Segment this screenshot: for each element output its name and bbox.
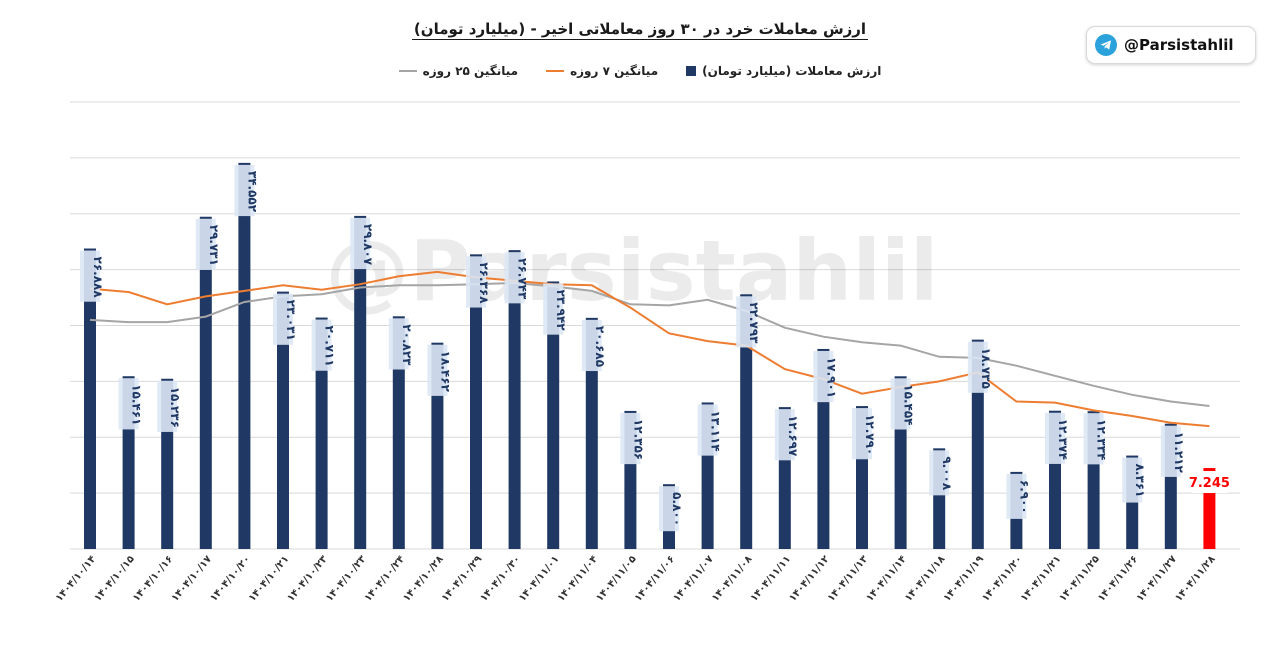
data-label: ۱۷.۹۰۱ bbox=[824, 357, 838, 398]
data-label-box bbox=[890, 378, 911, 430]
data-label: ۵.۸۰۰ bbox=[670, 492, 684, 526]
data-label-box bbox=[311, 319, 332, 371]
data-label: ۲۶.۳۶۸ bbox=[477, 262, 491, 304]
data-label: ۲۰.۸۲۳ bbox=[400, 324, 414, 366]
data-label: ۲۳.۹۴۲ bbox=[554, 289, 568, 331]
data-label-box bbox=[543, 283, 564, 335]
data-label: ۱۲.۳۵۶ bbox=[631, 419, 645, 460]
bar bbox=[547, 281, 560, 549]
data-label-box bbox=[813, 350, 834, 403]
gridlines bbox=[70, 101, 1240, 550]
data-label-box bbox=[967, 341, 988, 393]
data-label: ۲۹.۸۰۷ bbox=[361, 224, 375, 266]
channel-handle: @Parsistahlil bbox=[1124, 36, 1234, 54]
data-label-box bbox=[1045, 412, 1065, 464]
legend-swatch-bars bbox=[686, 66, 697, 76]
data-label: ۱۱.۲۱۲ bbox=[1172, 432, 1186, 474]
bar bbox=[585, 317, 598, 549]
data-label: ۱۸.۷۳۵ bbox=[979, 348, 993, 389]
data-label-box bbox=[852, 408, 872, 460]
x-tick-labels: ۱۴۰۴/۱۰/۱۴۱۴۰۴/۱۰/۱۵۱۴۰۴/۱۰/۱۶۱۴۰۴/۱۰/۱۷… bbox=[54, 554, 1218, 604]
data-label-box bbox=[80, 250, 100, 302]
data-label: ۱۵.۴۶۱ bbox=[130, 384, 144, 425]
data-label: ۱۲.۶۹۷ bbox=[786, 415, 800, 457]
legend-label-ma25: میانگین ۲۵ روزه bbox=[422, 64, 519, 78]
bar bbox=[740, 294, 753, 549]
data-label-box bbox=[273, 293, 293, 345]
data-label: ۱۳.۱۱۴ bbox=[709, 410, 723, 451]
data-label-box bbox=[234, 164, 255, 217]
telegram-badge[interactable]: @Parsistahlil bbox=[1086, 26, 1256, 64]
data-label-box bbox=[504, 252, 525, 304]
data-label-box bbox=[157, 380, 178, 432]
bar bbox=[315, 317, 328, 549]
legend-label-bars: ارزش معاملات (میلیارد تومان) bbox=[702, 64, 882, 78]
legend-swatch-ma25 bbox=[398, 70, 417, 72]
telegram-icon bbox=[1095, 34, 1117, 56]
data-labels: ۲۶.۸۸۸ ۱۵.۴۶۱ ۱۵.۲۳۶ ۲۹.۷۳۱ ۳۴.۵۵۲ ۲۳.۰۳۱ ۲۰.۷… bbox=[80, 164, 1230, 532]
legend-swatch-ma7 bbox=[546, 70, 565, 72]
data-label-box bbox=[1122, 457, 1143, 503]
chart-title: ارزش معاملات خرد در ۳۰ روز معاملاتی اخیر… bbox=[0, 20, 1280, 40]
data-label-box bbox=[774, 409, 795, 461]
bar bbox=[84, 248, 96, 549]
data-label: ۲۶.۸۸۸ bbox=[91, 257, 105, 299]
bar bbox=[354, 215, 367, 549]
data-label: ۲۲.۷۹۳ bbox=[747, 302, 761, 344]
data-label-box bbox=[581, 319, 602, 372]
data-label: ۱۲.۷۹۰ bbox=[863, 414, 877, 455]
data-label: ۲۹.۷۳۱ bbox=[207, 225, 221, 266]
bar bbox=[277, 291, 289, 549]
data-label: 7.245 bbox=[1189, 476, 1230, 491]
data-label-box bbox=[1083, 413, 1104, 465]
data-label-box bbox=[388, 318, 409, 370]
bar bbox=[238, 162, 251, 549]
data-label-box bbox=[929, 450, 950, 496]
data-label-box bbox=[427, 344, 448, 396]
bar bbox=[508, 250, 521, 549]
data-label-box bbox=[466, 256, 486, 308]
data-label-box bbox=[697, 404, 718, 456]
bar bbox=[199, 216, 212, 549]
x-tick-label: ۱۴۰۴/۱۱/۲۸ bbox=[1173, 554, 1218, 604]
legend: ارزش معاملات (میلیارد تومان) میانگین ۷ ر… bbox=[0, 64, 1280, 78]
bar bbox=[392, 316, 405, 549]
bar bbox=[470, 254, 482, 550]
bar-series bbox=[84, 162, 1216, 550]
data-label: ۱۸.۴۶۲ bbox=[438, 351, 452, 393]
legend-item-bars: ارزش معاملات (میلیارد تومان) bbox=[686, 64, 881, 78]
data-label: ۱۲.۳۳۴ bbox=[1095, 419, 1109, 460]
data-label: ۱۲.۳۷۴ bbox=[1056, 419, 1070, 460]
chart-title-text: ارزش معاملات خرد در ۳۰ روز معاملاتی اخیر… bbox=[411, 20, 869, 40]
data-label-box bbox=[195, 218, 216, 270]
ma7-line bbox=[89, 270, 1210, 428]
data-label: ۱۵.۴۵۴ bbox=[902, 384, 916, 425]
data-label: ۲۰.۶۸۵ bbox=[593, 326, 607, 367]
data-label-box bbox=[1006, 473, 1027, 519]
legend-label-ma7: میانگین ۷ روزه bbox=[570, 64, 659, 78]
data-label: ۸.۳۶۱ bbox=[1133, 464, 1147, 498]
legend-item-ma25: میانگین ۲۵ روزه bbox=[398, 64, 519, 78]
data-label: ۲۳.۰۳۱ bbox=[284, 300, 298, 341]
data-label: ۹.۰۰۸ bbox=[940, 456, 954, 491]
data-label: ۳۴.۵۵۲ bbox=[245, 171, 259, 213]
data-label: ۶.۹۰۰ bbox=[1017, 480, 1031, 514]
data-label: ۱۵.۲۳۶ bbox=[168, 387, 182, 428]
data-label-box bbox=[350, 217, 371, 270]
data-label: ۲۰.۷۱۱ bbox=[323, 326, 337, 367]
data-label-box bbox=[1191, 471, 1228, 494]
data-label-box bbox=[1160, 425, 1181, 477]
data-label-box bbox=[620, 412, 641, 465]
data-label-box bbox=[118, 378, 139, 430]
data-label: ۲۶.۷۴۳ bbox=[516, 258, 530, 300]
legend-item-ma7: میانگین ۷ روزه bbox=[546, 64, 658, 78]
data-label-box bbox=[659, 486, 679, 532]
data-label-box bbox=[736, 296, 757, 348]
